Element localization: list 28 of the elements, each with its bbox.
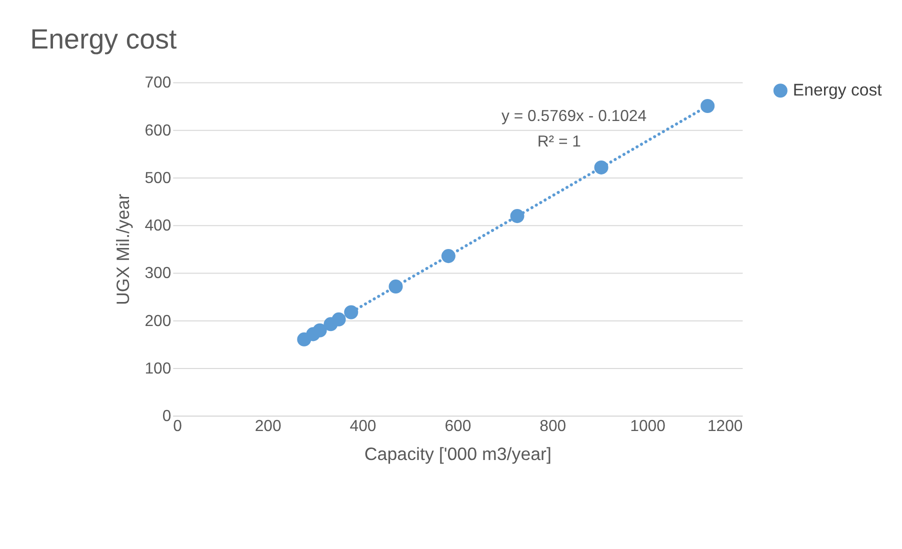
x-tick-label: 400 (350, 418, 376, 435)
y-tick-label: 100 (144, 360, 172, 378)
x-tick-label: 1000 (630, 418, 666, 435)
y-tick-label: 700 (144, 74, 172, 92)
x-axis-title: Capacity ['000 m3/year] (364, 444, 552, 464)
y-tick-label: 500 (144, 170, 172, 187)
x-tick-label: 0 (173, 418, 182, 435)
point (332, 312, 346, 326)
y-tick-label: 400 (144, 218, 172, 235)
legend-label: Energy cost (792, 80, 882, 100)
point (312, 323, 327, 338)
point (700, 99, 715, 114)
x-tick-label: 1200 (707, 418, 743, 435)
point (510, 209, 524, 224)
x-tick-label: 200 (254, 418, 282, 435)
y-tick-label: 600 (144, 122, 172, 140)
x-tick-label: 600 (444, 418, 472, 435)
point (344, 305, 358, 320)
chart-title: Energy cost (30, 23, 177, 54)
y-tick-label: 300 (144, 265, 172, 282)
y-axis-title: UGX Mil./year (112, 194, 133, 305)
y-tick-label: 200 (144, 312, 172, 330)
annotation: R² = 1 (537, 134, 582, 151)
x-tick-label: 800 (540, 418, 566, 435)
point (388, 280, 403, 294)
point (441, 249, 456, 264)
annotation: y = 0.5769x - 0.1024 (502, 108, 647, 125)
point (594, 160, 608, 174)
